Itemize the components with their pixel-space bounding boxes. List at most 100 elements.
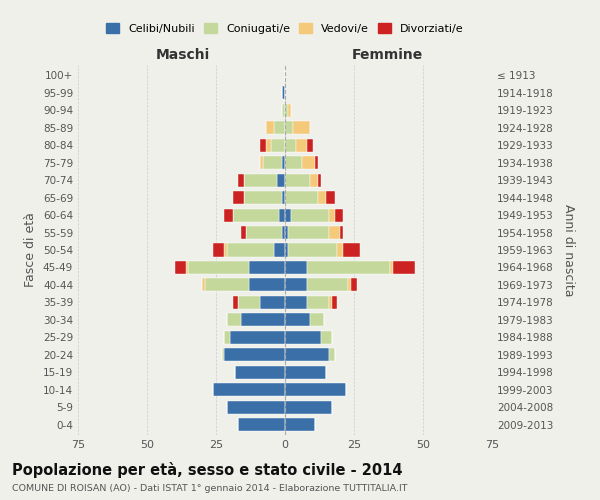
Bar bbox=[285, 366, 326, 378]
Bar bbox=[285, 122, 293, 134]
Bar bbox=[285, 278, 307, 291]
Bar bbox=[285, 208, 290, 222]
Bar bbox=[307, 278, 349, 291]
Bar bbox=[285, 314, 310, 326]
Bar bbox=[337, 244, 343, 256]
Bar bbox=[288, 244, 337, 256]
Bar bbox=[285, 138, 296, 152]
Bar bbox=[307, 296, 329, 309]
Bar bbox=[260, 296, 285, 309]
Bar bbox=[282, 104, 285, 117]
Bar bbox=[249, 278, 285, 291]
Bar bbox=[343, 244, 359, 256]
Bar bbox=[392, 261, 415, 274]
Bar bbox=[233, 191, 244, 204]
Bar bbox=[285, 400, 332, 413]
Bar bbox=[285, 348, 329, 362]
Bar bbox=[282, 86, 285, 100]
Bar bbox=[263, 156, 282, 170]
Bar bbox=[260, 138, 266, 152]
Bar bbox=[213, 383, 285, 396]
Bar bbox=[271, 138, 285, 152]
Bar bbox=[351, 278, 357, 291]
Bar bbox=[274, 244, 285, 256]
Bar bbox=[321, 330, 332, 344]
Legend: Celibi/Nubili, Coniugati/e, Vedovi/e, Divorziati/e: Celibi/Nubili, Coniugati/e, Vedovi/e, Di… bbox=[102, 19, 468, 38]
Bar bbox=[244, 174, 277, 186]
Bar bbox=[288, 104, 290, 117]
Bar bbox=[224, 348, 285, 362]
Bar bbox=[316, 156, 318, 170]
Bar bbox=[329, 226, 340, 239]
Bar bbox=[224, 208, 233, 222]
Bar bbox=[329, 208, 335, 222]
Bar bbox=[241, 226, 247, 239]
Bar bbox=[230, 330, 285, 344]
Bar bbox=[260, 156, 263, 170]
Bar bbox=[285, 104, 288, 117]
Bar bbox=[288, 226, 329, 239]
Bar bbox=[221, 348, 224, 362]
Bar bbox=[277, 174, 285, 186]
Bar bbox=[285, 226, 288, 239]
Bar bbox=[285, 174, 310, 186]
Bar bbox=[285, 383, 346, 396]
Bar bbox=[241, 314, 285, 326]
Bar bbox=[224, 330, 230, 344]
Bar bbox=[249, 261, 285, 274]
Bar bbox=[329, 348, 335, 362]
Bar bbox=[247, 226, 282, 239]
Bar bbox=[326, 191, 335, 204]
Bar bbox=[233, 296, 238, 309]
Bar bbox=[340, 226, 343, 239]
Text: Maschi: Maschi bbox=[156, 48, 210, 62]
Bar bbox=[285, 191, 318, 204]
Bar bbox=[302, 156, 316, 170]
Bar bbox=[266, 138, 271, 152]
Bar bbox=[285, 296, 307, 309]
Bar bbox=[335, 208, 343, 222]
Bar bbox=[285, 244, 288, 256]
Bar bbox=[307, 138, 313, 152]
Bar bbox=[290, 208, 329, 222]
Bar bbox=[235, 366, 285, 378]
Bar bbox=[274, 122, 285, 134]
Y-axis label: Anni di nascita: Anni di nascita bbox=[562, 204, 575, 296]
Bar bbox=[332, 296, 337, 309]
Bar bbox=[238, 418, 285, 431]
Bar bbox=[349, 278, 351, 291]
Text: COMUNE DI ROISAN (AO) - Dati ISTAT 1° gennaio 2014 - Elaborazione TUTTITALIA.IT: COMUNE DI ROISAN (AO) - Dati ISTAT 1° ge… bbox=[12, 484, 407, 493]
Bar bbox=[390, 261, 392, 274]
Bar bbox=[233, 208, 280, 222]
Bar bbox=[238, 296, 260, 309]
Bar bbox=[285, 156, 302, 170]
Bar bbox=[282, 191, 285, 204]
Bar bbox=[185, 261, 188, 274]
Bar bbox=[205, 278, 249, 291]
Bar bbox=[318, 191, 326, 204]
Bar bbox=[310, 174, 318, 186]
Bar bbox=[285, 330, 321, 344]
Bar bbox=[329, 296, 332, 309]
Bar bbox=[318, 174, 321, 186]
Bar bbox=[285, 418, 316, 431]
Bar bbox=[213, 244, 224, 256]
Bar bbox=[266, 122, 274, 134]
Bar bbox=[310, 314, 323, 326]
Text: Popolazione per età, sesso e stato civile - 2014: Popolazione per età, sesso e stato civil… bbox=[12, 462, 403, 478]
Bar bbox=[224, 244, 227, 256]
Bar bbox=[307, 261, 390, 274]
Bar bbox=[227, 244, 274, 256]
Y-axis label: Fasce di età: Fasce di età bbox=[25, 212, 37, 288]
Bar bbox=[280, 208, 285, 222]
Bar bbox=[188, 261, 249, 274]
Bar bbox=[282, 156, 285, 170]
Text: Femmine: Femmine bbox=[352, 48, 423, 62]
Bar bbox=[293, 122, 310, 134]
Bar bbox=[227, 314, 241, 326]
Bar bbox=[282, 226, 285, 239]
Bar bbox=[175, 261, 185, 274]
Bar bbox=[285, 261, 307, 274]
Bar bbox=[202, 278, 205, 291]
Bar bbox=[238, 174, 244, 186]
